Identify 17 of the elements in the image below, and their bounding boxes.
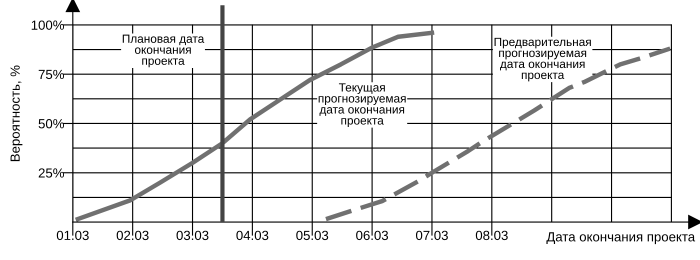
x-axis-title: Дата окончания проекта bbox=[546, 232, 696, 244]
y-axis-title: Вероятность, % bbox=[10, 65, 22, 162]
y-tick-label: 50% bbox=[38, 119, 64, 128]
x-tick-label: 07.03 bbox=[416, 230, 448, 240]
x-tick-label: 08.03 bbox=[476, 230, 508, 240]
x-tick-label: 05.03 bbox=[296, 230, 328, 240]
x-tick-label: 02.03 bbox=[116, 230, 149, 240]
annotation: Плановая дата окончания проекта bbox=[122, 34, 204, 68]
x-tick-label: 04.03 bbox=[236, 230, 268, 240]
annotation: Предварительная прогнозируемая дата окончания проекта bbox=[494, 38, 591, 82]
y-tick-label: 25% bbox=[38, 168, 64, 178]
y-tick-label: 75% bbox=[38, 70, 64, 80]
x-tick-label: 06.03 bbox=[356, 230, 388, 240]
x-tick-label: 03.03 bbox=[176, 230, 208, 240]
annotation: Текущая прогнозируемая дата окончания проекта bbox=[318, 83, 406, 127]
y-tick-label: 100% bbox=[32, 20, 64, 30]
x-tick-label: 01.03 bbox=[56, 230, 89, 240]
